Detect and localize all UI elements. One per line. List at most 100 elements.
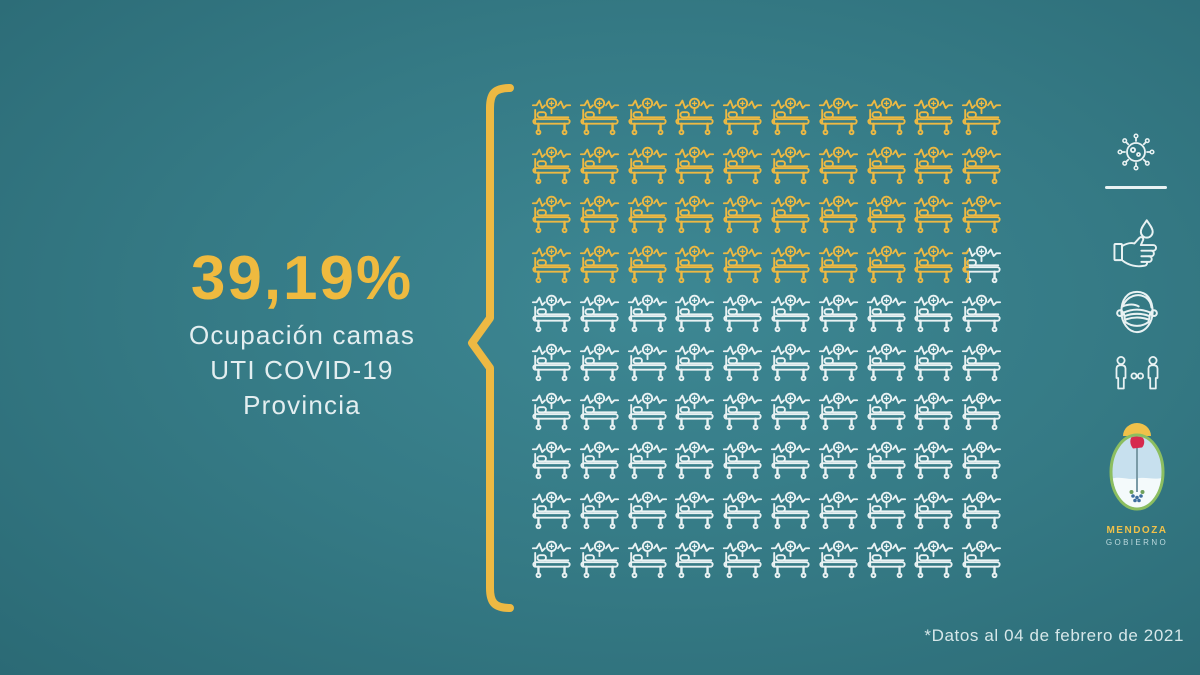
hospital-bed-icon xyxy=(818,538,859,579)
hospital-bed-icon xyxy=(866,95,907,136)
hospital-bed-icon xyxy=(579,538,620,579)
hospital-bed-icon xyxy=(627,538,668,579)
mendoza-shield-icon xyxy=(1109,423,1165,511)
logo-org-name: MENDOZA xyxy=(1106,525,1168,536)
hospital-bed-icon xyxy=(913,193,954,234)
hospital-bed-icon xyxy=(913,439,954,480)
hospital-bed-icon xyxy=(866,489,907,530)
hospital-bed-icon xyxy=(722,144,763,185)
hospital-bed-icon xyxy=(674,243,715,284)
hospital-bed-icon xyxy=(674,292,715,333)
hospital-bed-icon xyxy=(818,243,859,284)
hospital-bed-icon xyxy=(866,144,907,185)
hospital-bed-icon xyxy=(866,390,907,431)
hospital-bed-icon xyxy=(770,538,811,579)
face-mask-icon xyxy=(1116,290,1158,334)
hospital-bed-icon xyxy=(770,95,811,136)
hospital-bed-icon xyxy=(627,144,668,185)
virus-icon xyxy=(1117,133,1155,171)
subtitle-line-2: UTI COVID-19 xyxy=(210,355,394,385)
hospital-bed-icon xyxy=(722,243,763,284)
hospital-bed-icon xyxy=(961,193,1002,234)
hospital-bed-icon xyxy=(866,243,907,284)
hospital-bed-icon xyxy=(818,439,859,480)
hospital-bed-icon xyxy=(674,193,715,234)
hospital-bed-icon xyxy=(961,390,1002,431)
hospital-bed-icon xyxy=(866,439,907,480)
hospital-bed-icon xyxy=(674,439,715,480)
hospital-bed-icon xyxy=(770,390,811,431)
hospital-bed-icon xyxy=(770,439,811,480)
hospital-bed-icon xyxy=(722,95,763,136)
hospital-bed-icon xyxy=(579,193,620,234)
hospital-bed-icon xyxy=(579,95,620,136)
hand-wash-icon xyxy=(1113,219,1157,268)
hospital-bed-icon xyxy=(531,144,572,185)
hospital-bed-icon xyxy=(579,489,620,530)
hospital-bed-icon xyxy=(627,243,668,284)
hospital-bed-icon xyxy=(913,489,954,530)
hospital-bed-icon xyxy=(961,489,1002,530)
hospital-bed-icon xyxy=(674,144,715,185)
hospital-bed-icon xyxy=(531,439,572,480)
hospital-bed-icon xyxy=(674,390,715,431)
hospital-bed-icon xyxy=(674,489,715,530)
pictograph-grid xyxy=(531,95,1009,587)
occupancy-percentage: 39,19% xyxy=(190,244,414,313)
hospital-bed-icon xyxy=(913,390,954,431)
hospital-bed-icon xyxy=(722,439,763,480)
hospital-bed-icon xyxy=(579,243,620,284)
hospital-bed-icon xyxy=(579,292,620,333)
hospital-bed-icon xyxy=(627,292,668,333)
hospital-bed-icon xyxy=(866,538,907,579)
mendoza-logo: MENDOZA GOBIERNO xyxy=(1099,422,1175,547)
hospital-bed-icon xyxy=(818,144,859,185)
hospital-bed-icon xyxy=(770,144,811,185)
hospital-bed-icon xyxy=(531,489,572,530)
hospital-bed-icon xyxy=(818,341,859,382)
hospital-bed-icon xyxy=(722,390,763,431)
hospital-bed-icon xyxy=(722,193,763,234)
hospital-bed-icon xyxy=(961,95,1002,136)
hospital-bed-icon xyxy=(579,144,620,185)
footnote-date: *Datos al 04 de febrero de 2021 xyxy=(924,626,1184,645)
hospital-bed-icon xyxy=(961,439,1002,480)
social-distance-icon xyxy=(1115,356,1159,390)
hospital-bed-icon xyxy=(866,292,907,333)
hospital-bed-icon xyxy=(627,390,668,431)
hospital-bed-icon xyxy=(913,292,954,333)
hospital-bed-icon xyxy=(961,292,1002,333)
hospital-bed-icon xyxy=(531,193,572,234)
hospital-bed-icon xyxy=(579,390,620,431)
hospital-bed-icon xyxy=(722,489,763,530)
hospital-bed-icon xyxy=(770,341,811,382)
hospital-bed-icon xyxy=(913,95,954,136)
hospital-bed-icon xyxy=(770,193,811,234)
hospital-bed-icon xyxy=(770,243,811,284)
hospital-bed-icon xyxy=(531,341,572,382)
hospital-bed-icon xyxy=(627,489,668,530)
hospital-bed-icon xyxy=(913,538,954,579)
hospital-bed-icon xyxy=(866,341,907,382)
hospital-bed-icon xyxy=(531,292,572,333)
hospital-bed-icon xyxy=(961,144,1002,185)
logo-suborg-name: GOBIERNO xyxy=(1105,538,1169,547)
rail-divider xyxy=(1105,186,1167,189)
hospital-bed-icon xyxy=(818,292,859,333)
hospital-bed-icon xyxy=(722,538,763,579)
hospital-bed-icon xyxy=(627,95,668,136)
hospital-bed-icon xyxy=(770,292,811,333)
hospital-bed-icon xyxy=(913,341,954,382)
hospital-bed-icon xyxy=(531,390,572,431)
hospital-bed-icon xyxy=(722,292,763,333)
curly-brace xyxy=(468,84,514,612)
hospital-bed-icon xyxy=(722,341,763,382)
hospital-bed-icon xyxy=(674,95,715,136)
hospital-bed-icon xyxy=(818,193,859,234)
hospital-bed-icon xyxy=(579,341,620,382)
hospital-bed-icon xyxy=(627,193,668,234)
hospital-bed-icon xyxy=(818,489,859,530)
hospital-bed-icon xyxy=(961,243,1002,284)
hospital-bed-icon xyxy=(531,95,572,136)
